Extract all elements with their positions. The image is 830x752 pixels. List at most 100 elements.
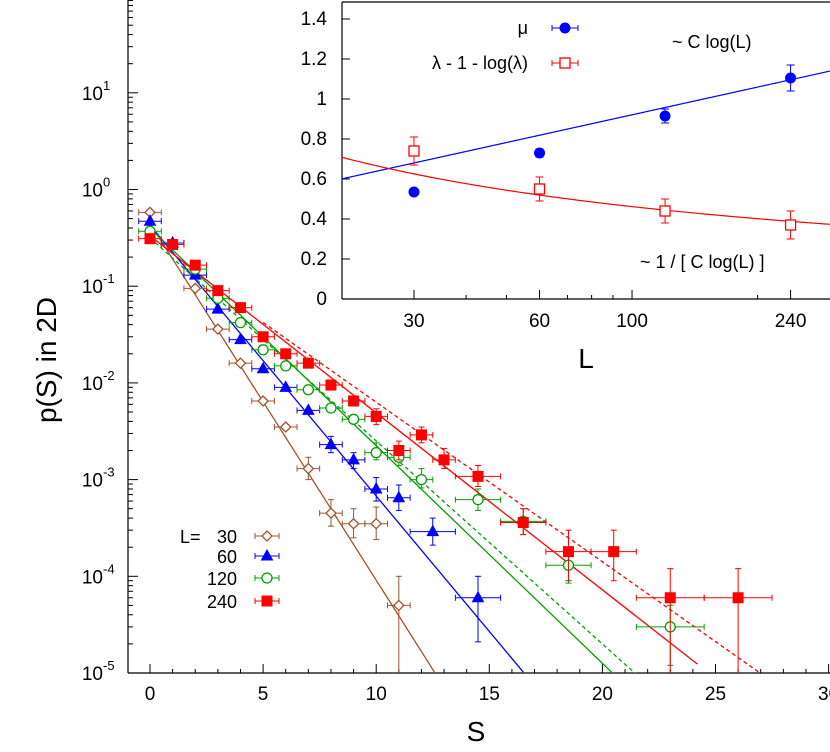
inset-data-point-1 <box>659 205 671 217</box>
legend-marker-L240 <box>261 595 273 607</box>
data-point-L60 <box>369 481 383 494</box>
data-point-L240 <box>608 546 620 558</box>
data-point-L240 <box>280 348 292 360</box>
main-x-tick-label: 5 <box>258 684 269 705</box>
inset-data-point-1 <box>408 145 420 157</box>
legend-marker-L60 <box>260 548 274 561</box>
legend-marks <box>254 530 280 607</box>
inset-y-tick-label: 1 <box>316 89 327 110</box>
main-y-tick-exponent: 0 <box>103 175 110 190</box>
main-y-tick-label: 10 <box>82 374 103 395</box>
main-y-tick-label: 10 <box>82 567 103 588</box>
data-point-L30 <box>234 357 247 370</box>
data-point-L240 <box>732 592 744 604</box>
inset-data-point-0 <box>408 186 420 198</box>
data-point-L240 <box>167 238 179 250</box>
main-y-tick-exponent: 1 <box>103 78 110 93</box>
data-point-L240 <box>348 395 360 407</box>
inset-data-point-1 <box>533 183 546 195</box>
data-point-L30 <box>370 517 383 530</box>
data-point-L30 <box>257 395 270 407</box>
data-point-L240 <box>517 517 529 529</box>
data-point-L240 <box>664 592 676 604</box>
data-point-L120 <box>415 473 428 486</box>
legend-label-240: 240 <box>207 592 237 612</box>
data-point-L240 <box>393 444 405 456</box>
inset-data-point-1 <box>784 219 797 231</box>
data-point-L60 <box>324 437 338 450</box>
inset-fit-curve-0 <box>342 70 830 180</box>
data-point-L60 <box>279 380 293 392</box>
main-x-tick-label: 25 <box>705 684 726 705</box>
data-point-L240 <box>562 546 574 558</box>
legend-title: L= <box>180 527 201 547</box>
fit-line-L30 <box>149 222 436 673</box>
legend-label-30: 30 <box>217 527 237 547</box>
fit-line-L240 <box>262 321 762 673</box>
data-point-L60 <box>301 403 315 415</box>
inset-legend: μ λ - 1 - log(λ) <box>432 18 579 73</box>
inset-chart-data-points <box>408 64 797 240</box>
data-point-L120 <box>325 402 337 414</box>
main-y-axis-label: p(S) in 2D <box>31 297 62 423</box>
inset-chart-tick-labels: 0 0.2 0.4 0.6 0.8 1 1.2 1.4 30 60 100 240 <box>301 9 807 332</box>
data-point-L30 <box>302 462 315 475</box>
data-point-L60 <box>143 214 157 226</box>
main-x-tick-label: 20 <box>592 684 613 705</box>
inset-y-tick-label: 0.6 <box>301 169 327 190</box>
inset-x-axis-label: L <box>578 343 594 374</box>
main-chart-data-points <box>138 206 773 673</box>
data-point-L240 <box>325 379 337 391</box>
data-point-L60 <box>426 524 440 537</box>
main-y-tick-exponent: -5 <box>103 658 115 673</box>
inset-y-tick-label: 0.4 <box>301 209 328 230</box>
main-x-axis-label: S <box>467 716 486 747</box>
data-point-L240 <box>234 302 246 314</box>
data-point-L30 <box>279 421 292 433</box>
main-y-tick-exponent: -1 <box>103 271 115 286</box>
data-point-L120 <box>257 344 269 356</box>
main-y-tick-exponent: -3 <box>103 465 115 480</box>
inset-legend-marker-1 <box>559 57 571 69</box>
main-y-tick-exponent: -4 <box>103 561 115 576</box>
main-y-tick-exponent: -2 <box>103 368 115 383</box>
data-point-L120 <box>472 494 484 506</box>
main-y-tick-label: 10 <box>82 84 103 105</box>
legend-label-60: 60 <box>217 547 237 567</box>
inset-y-tick-label: 1.2 <box>301 49 327 70</box>
main-y-tick-label: 10 <box>82 471 103 492</box>
inset-annotation-mu-fit: ~ C log(L) <box>672 32 752 52</box>
inset-annotation-lambda-fit: ~ 1 / [ C log(L) ] <box>640 252 765 272</box>
inset-data-point-0 <box>659 110 671 122</box>
data-point-L30 <box>347 517 360 530</box>
data-point-L120 <box>280 360 292 372</box>
data-point-L240 <box>257 331 269 343</box>
data-point-L30 <box>325 507 337 520</box>
inset-legend-label-mu: μ <box>518 18 528 38</box>
data-point-L60 <box>347 452 360 465</box>
data-point-L240 <box>302 357 314 369</box>
main-y-tick-label: 10 <box>82 277 103 298</box>
data-point-L60 <box>471 590 485 603</box>
data-point-L240 <box>189 259 201 271</box>
inset-legend-label-lambda: λ - 1 - log(λ) <box>432 53 528 73</box>
inset-x-tick-label: 100 <box>616 311 648 332</box>
inset-fit-curve-1 <box>342 156 830 225</box>
data-point-L120 <box>302 384 314 396</box>
legend-marker-L30 <box>261 530 273 542</box>
main-y-tick-label: 10 <box>82 664 103 685</box>
main-x-tick-label: 10 <box>366 684 387 705</box>
inset-legend-marks <box>551 22 579 69</box>
inset-legend-marker-0 <box>559 22 571 34</box>
data-point-L60 <box>211 302 225 314</box>
inset-x-tick-label: 60 <box>529 311 550 332</box>
inset-y-tick-label: 1.4 <box>301 9 328 30</box>
data-point-L240 <box>438 454 450 466</box>
inset-y-tick-label: 0.8 <box>301 129 327 150</box>
data-point-L60 <box>234 332 247 345</box>
data-point-L120 <box>370 446 382 459</box>
data-point-L30 <box>189 282 202 295</box>
inset-y-tick-label: 0.2 <box>301 249 327 270</box>
